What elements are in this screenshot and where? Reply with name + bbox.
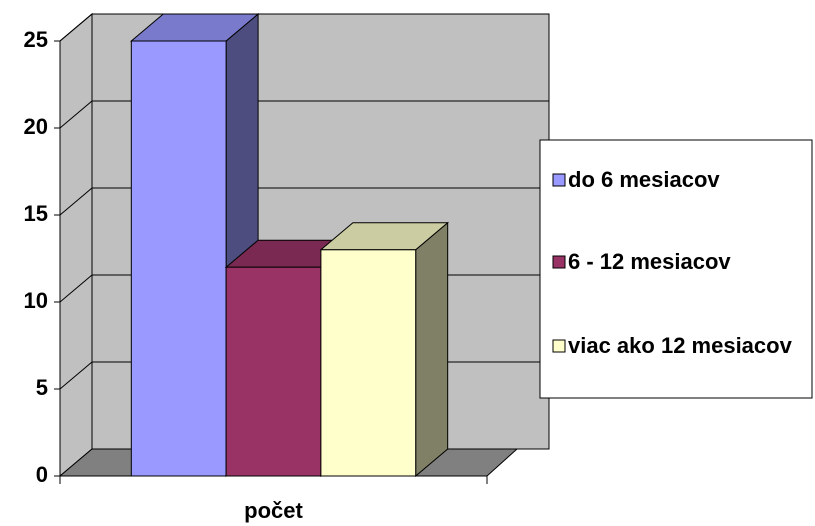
grid-line: [59, 187, 549, 216]
y-tick-label: 0: [36, 462, 48, 487]
legend-swatch: [552, 339, 566, 353]
grid-line: [59, 100, 549, 129]
legend-entry: do 6 mesiacov: [568, 167, 720, 192]
y-tick-label: 15: [24, 201, 48, 226]
grid-line: [59, 13, 549, 42]
y-tick-label: 5: [36, 375, 48, 400]
bar: [320, 249, 417, 477]
legend-entry: viac ako 12 mesiacov: [568, 333, 792, 358]
legend-swatch: [552, 255, 566, 269]
bar: [130, 40, 227, 477]
legend-label: do 6 mesiacov: [568, 167, 720, 192]
bar-side: [415, 221, 449, 478]
legend-entry: 6 - 12 mesiacov: [568, 249, 731, 274]
legend-box: [539, 139, 813, 399]
side-wall: [59, 12, 93, 478]
y-tick-label: 20: [24, 114, 48, 139]
bar: [225, 266, 322, 477]
y-tick-label: 10: [24, 288, 48, 313]
legend-swatch: [552, 173, 566, 187]
legend-label: viac ako 12 mesiacov: [568, 333, 792, 358]
y-tick-label: 25: [24, 27, 48, 52]
legend-label: 6 - 12 mesiacov: [568, 249, 731, 274]
x-tick-label: počet: [244, 498, 303, 523]
